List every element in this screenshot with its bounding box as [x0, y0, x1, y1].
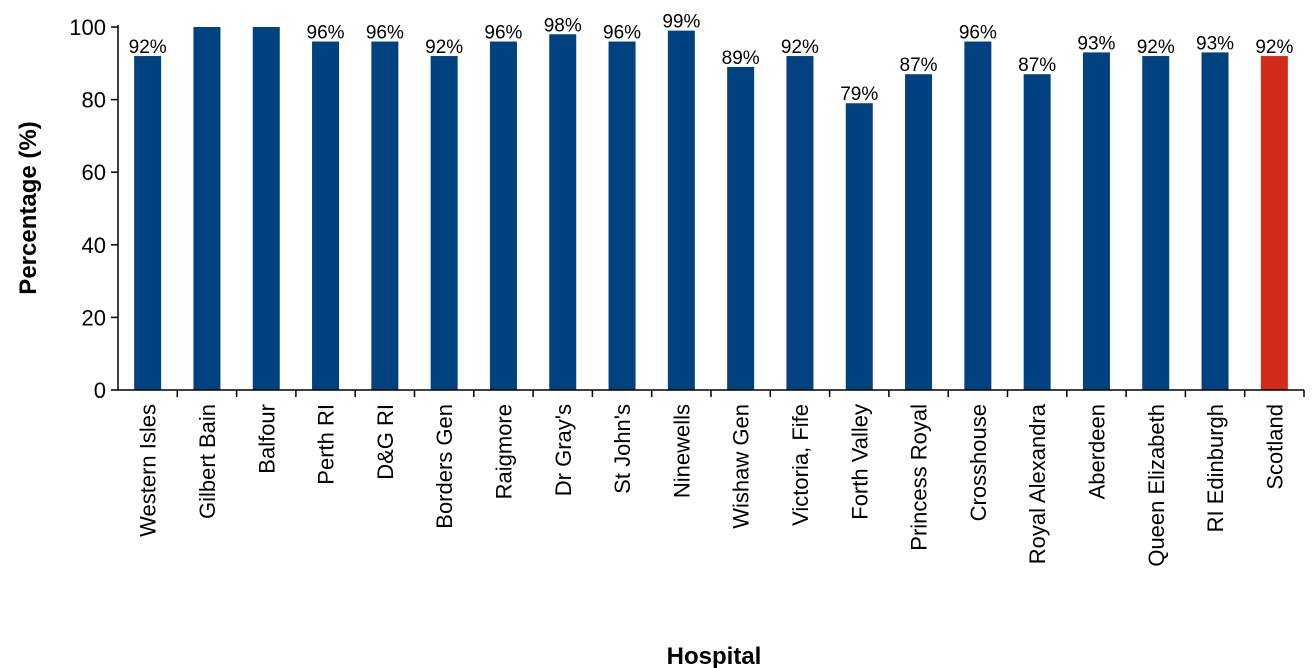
x-tick-label: Gilbert Bain	[195, 404, 220, 519]
x-tick-label: St John's	[610, 404, 635, 494]
bar	[1201, 52, 1229, 390]
x-tick-label: Ninewells	[669, 404, 694, 498]
data-label: 92%	[1255, 37, 1293, 58]
bar	[608, 41, 636, 391]
x-tick-label: Balfour	[254, 404, 279, 474]
bar	[371, 41, 399, 391]
bar	[667, 30, 695, 390]
x-axis-title: Hospital	[667, 643, 762, 668]
data-label: 96%	[366, 23, 404, 44]
x-tick-label: Royal Alexandra	[1025, 403, 1050, 564]
y-tick-label: 0	[94, 378, 106, 403]
data-label: 87%	[1018, 55, 1056, 76]
axes-layer: 0 20 40 60 80 100	[69, 15, 1305, 403]
x-tick-label: Crosshouse	[966, 404, 991, 521]
x-tick-label: Victoria, Fife	[788, 404, 813, 526]
data-label: 79%	[840, 84, 878, 105]
x-tick-label: Dr Gray's	[551, 404, 576, 496]
x-tick-label: D&G RI	[373, 404, 398, 480]
y-tick-label: 60	[82, 160, 106, 185]
data-label: 87%	[900, 55, 938, 76]
data-label: 96%	[603, 23, 641, 44]
x-tick-label: Perth RI	[314, 404, 339, 485]
x-tick-label: Borders Gen	[432, 404, 457, 529]
x-tick-label: RI Edinburgh	[1203, 404, 1228, 532]
y-axis-title: Percentage (%)	[15, 121, 42, 294]
bar	[489, 41, 517, 391]
x-tick-label: Forth Valley	[847, 404, 872, 520]
x-tick-label: Aberdeen	[1084, 404, 1109, 499]
bar	[1082, 52, 1110, 390]
x-tick-label: Scotland	[1262, 404, 1287, 490]
bars-layer	[134, 27, 1288, 391]
bar	[964, 41, 992, 391]
data-label: 92%	[1137, 37, 1175, 58]
y-tick-label: 80	[82, 88, 106, 113]
data-label: 98%	[544, 15, 582, 36]
y-tick-label: 20	[82, 305, 106, 330]
data-label: 92%	[129, 37, 167, 58]
data-label: 96%	[484, 23, 522, 44]
data-label: 99%	[662, 12, 700, 33]
x-tick-label: Wishaw Gen	[729, 404, 754, 529]
bar	[312, 41, 340, 391]
data-label: 92%	[781, 37, 819, 58]
bar	[430, 56, 458, 390]
x-tick-label: Queen Elizabeth	[1144, 404, 1169, 567]
bar	[193, 27, 221, 390]
bar	[727, 66, 755, 391]
bar	[1023, 74, 1051, 390]
bar	[845, 103, 873, 390]
x-tick-label: Raigmore	[491, 404, 516, 499]
data-label: 89%	[722, 48, 760, 69]
y-tick-label: 40	[82, 233, 106, 258]
data-label: 96%	[959, 23, 997, 44]
bar	[252, 27, 280, 390]
labels-layer: Western Isles 92% Gilbert Bain Balfour Perth…	[129, 12, 1294, 567]
data-label: 92%	[425, 37, 463, 58]
bar	[549, 34, 577, 390]
bar	[1142, 56, 1170, 390]
x-tick-label: Western Isles	[136, 404, 161, 537]
bar	[786, 56, 814, 390]
y-tick-label: 100	[69, 15, 106, 40]
data-label: 93%	[1077, 33, 1115, 54]
bar	[905, 74, 933, 390]
data-label: 93%	[1196, 33, 1234, 54]
bar	[1260, 56, 1288, 390]
data-label: 96%	[307, 23, 345, 44]
x-tick-label: Princess Royal	[907, 404, 932, 551]
bar	[134, 56, 162, 390]
